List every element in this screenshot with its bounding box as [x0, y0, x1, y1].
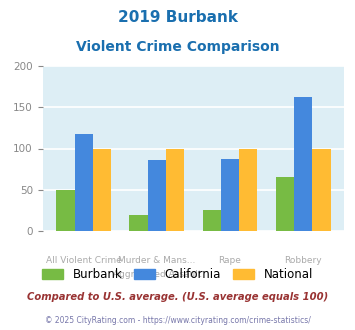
Bar	[93, 148, 111, 231]
Legend: Burbank, California, National: Burbank, California, National	[37, 263, 318, 286]
Bar	[166, 148, 184, 231]
Text: © 2025 CityRating.com - https://www.cityrating.com/crime-statistics/: © 2025 CityRating.com - https://www.city…	[45, 315, 310, 325]
Text: 2019 Burbank: 2019 Burbank	[118, 10, 237, 25]
Bar	[203, 210, 221, 231]
Bar	[130, 214, 148, 231]
Text: Violent Crime Comparison: Violent Crime Comparison	[76, 40, 279, 53]
Text: Compared to U.S. average. (U.S. average equals 100): Compared to U.S. average. (U.S. average …	[27, 292, 328, 302]
Text: All Violent Crime: All Violent Crime	[46, 256, 122, 265]
Bar	[75, 135, 93, 231]
Bar	[221, 159, 239, 231]
Bar	[294, 97, 312, 231]
Bar	[276, 178, 294, 231]
Text: Murder & Mans...: Murder & Mans...	[118, 256, 196, 265]
Text: Robbery: Robbery	[284, 256, 322, 265]
Bar	[148, 160, 166, 231]
Bar	[312, 148, 331, 231]
Bar	[56, 190, 75, 231]
Text: Aggravated Assault: Aggravated Assault	[113, 270, 201, 279]
Text: Rape: Rape	[219, 256, 241, 265]
Bar	[239, 148, 257, 231]
